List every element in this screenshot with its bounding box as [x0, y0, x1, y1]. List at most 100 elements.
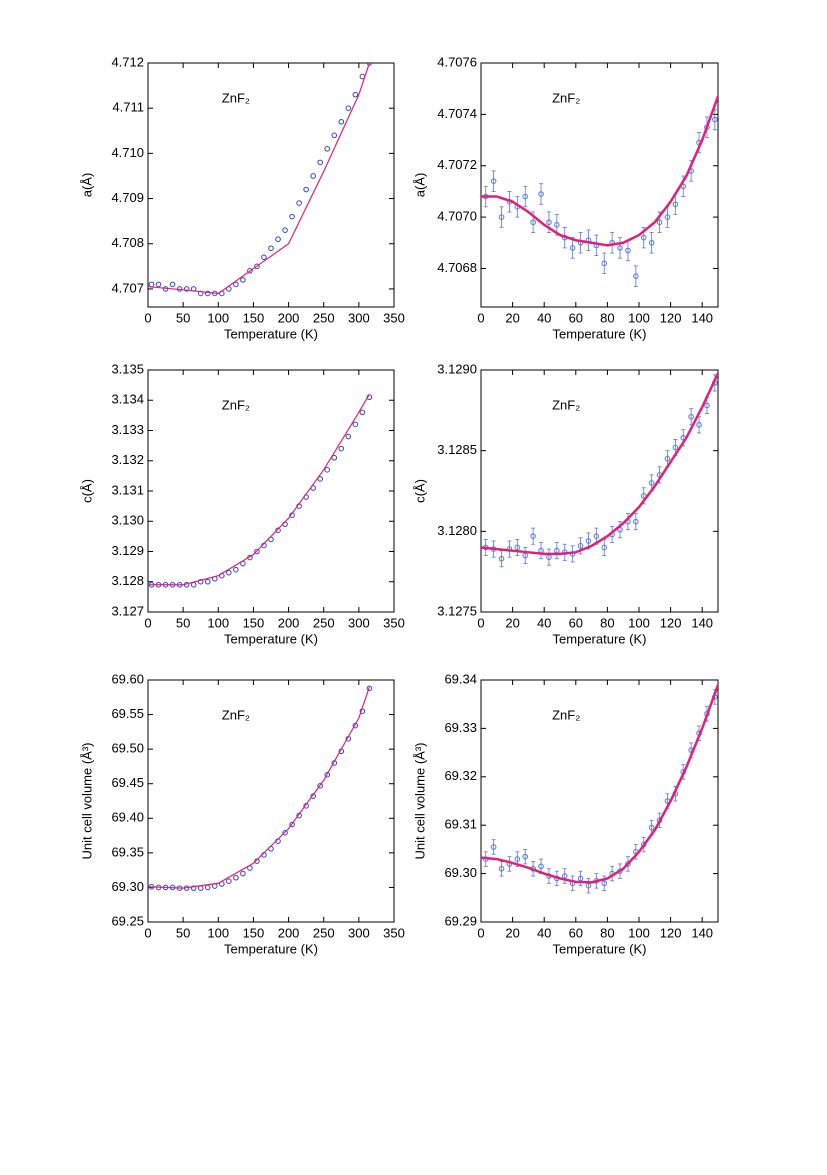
- data-point: [254, 858, 260, 864]
- data-point: [601, 260, 608, 267]
- annotation: ZnF₂: [552, 397, 580, 412]
- x-tick-label: 250: [313, 925, 335, 940]
- data-point: [317, 476, 324, 482]
- data-point: [498, 555, 505, 562]
- x-tick-label: 300: [348, 310, 370, 325]
- data-point: [240, 277, 246, 283]
- plot-frame: [147, 679, 395, 923]
- data-point: [648, 239, 655, 246]
- y-tick-label: 3.131: [111, 482, 144, 497]
- x-tick-label: 80: [600, 925, 614, 940]
- y-tick-label: 4.7072: [437, 157, 477, 172]
- panel: 0 20 40 60 80 100 120 140 3.1275 3.1280 3.1285 3.12…: [412, 361, 719, 646]
- y-tick-label: 69.34: [444, 671, 477, 686]
- data-point: [204, 884, 211, 891]
- x-tick-label: 140: [691, 925, 713, 940]
- y-tick-label: 3.130: [111, 513, 144, 528]
- x-tick-label: 100: [207, 925, 229, 940]
- data-point: [664, 455, 671, 462]
- x-tick-label: 100: [207, 310, 229, 325]
- data-point: [625, 861, 631, 867]
- y-tick-label: 3.127: [111, 603, 144, 618]
- x-tick-label: 20: [505, 925, 519, 940]
- y-tick-label: 4.707: [111, 280, 144, 295]
- y-tick-label: 69.50: [111, 741, 144, 756]
- data-point: [268, 245, 274, 252]
- y-tick-label: 69.29: [444, 913, 477, 928]
- x-tick-label: 350: [383, 925, 405, 940]
- data-point: [490, 844, 497, 850]
- data-point: [282, 830, 288, 836]
- data-point: [538, 191, 544, 197]
- data-point: [514, 544, 521, 551]
- data-point: [672, 201, 679, 208]
- data-point: [254, 548, 260, 555]
- x-tick-label: 150: [243, 615, 265, 630]
- x-tick-label: 120: [660, 310, 682, 325]
- data-point: [648, 480, 655, 486]
- data-point: [648, 824, 655, 831]
- data-point: [366, 63, 373, 66]
- x-tick-label: 0: [144, 615, 151, 630]
- y-tick-label: 69.32: [444, 768, 477, 783]
- data-point: [585, 538, 592, 544]
- data-point: [226, 569, 232, 576]
- x-tick-label: 100: [628, 925, 650, 940]
- annotation: ZnF₂: [552, 707, 580, 722]
- x-tick-label: 50: [176, 615, 190, 630]
- y-tick-label: 69.55: [111, 706, 144, 721]
- data-point: [352, 421, 359, 428]
- x-tick-label: 140: [691, 310, 713, 325]
- data-point: [656, 219, 663, 226]
- y-tick-label: 3.132: [111, 452, 144, 467]
- data-point: [275, 527, 281, 534]
- data-point: [498, 865, 505, 872]
- y-tick-label: 69.25: [111, 913, 144, 928]
- data-point: [296, 200, 302, 206]
- data-point: [317, 159, 324, 166]
- annotation: ZnF₂: [222, 397, 250, 412]
- x-tick-label: 40: [537, 925, 551, 940]
- fit-line: [481, 95, 718, 247]
- x-tick-label: 50: [176, 925, 190, 940]
- data-point: [240, 870, 246, 877]
- data-point: [190, 581, 197, 588]
- x-tick-label: 100: [628, 310, 650, 325]
- data-point: [233, 874, 239, 881]
- y-tick-label: 3.133: [111, 422, 144, 437]
- x-tick-label: 300: [348, 925, 370, 940]
- y-tick-label: 4.7074: [437, 106, 477, 121]
- x-tick-label: 60: [569, 615, 583, 630]
- x-tick-label: 200: [278, 615, 300, 630]
- data-point: [148, 281, 155, 288]
- data-point: [522, 193, 529, 200]
- plot-area: [481, 684, 718, 894]
- fit-line: [148, 63, 370, 295]
- data-point: [338, 118, 345, 125]
- data-point: [359, 409, 366, 416]
- x-tick-label: 0: [144, 925, 151, 940]
- x-tick-label: 80: [600, 615, 614, 630]
- x-axis-label: Temperature (K): [224, 631, 318, 646]
- data-point: [366, 685, 373, 692]
- data-point: [331, 132, 338, 139]
- x-tick-label: 0: [477, 925, 484, 940]
- data-point: [672, 444, 679, 451]
- data-point: [317, 782, 324, 789]
- data-point: [261, 254, 267, 261]
- data-point: [593, 533, 600, 539]
- data-point: [530, 219, 536, 226]
- plot-frame: [480, 369, 719, 613]
- data-point: [633, 518, 639, 525]
- data-point: [169, 281, 176, 288]
- data-point: [554, 222, 560, 228]
- data-point: [233, 566, 239, 573]
- data-point: [530, 533, 536, 539]
- x-tick-label: 300: [348, 615, 370, 630]
- data-point: [303, 186, 309, 193]
- data-point: [289, 213, 295, 220]
- x-axis-label: Temperature (K): [553, 326, 647, 341]
- annotation: ZnF₂: [222, 90, 250, 105]
- fit-line: [148, 686, 370, 889]
- data-point: [617, 245, 623, 251]
